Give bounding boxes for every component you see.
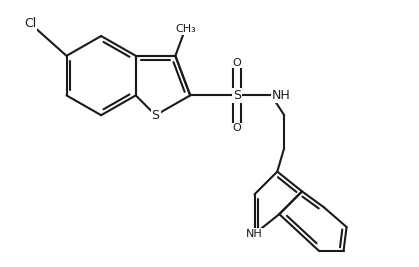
Text: NH: NH bbox=[272, 89, 290, 102]
Text: Cl: Cl bbox=[24, 17, 36, 30]
Text: CH₃: CH₃ bbox=[175, 24, 196, 34]
Text: O: O bbox=[233, 58, 241, 68]
Text: S: S bbox=[152, 109, 160, 122]
Text: S: S bbox=[233, 89, 241, 102]
Text: NH: NH bbox=[246, 229, 263, 239]
Text: O: O bbox=[233, 123, 241, 133]
